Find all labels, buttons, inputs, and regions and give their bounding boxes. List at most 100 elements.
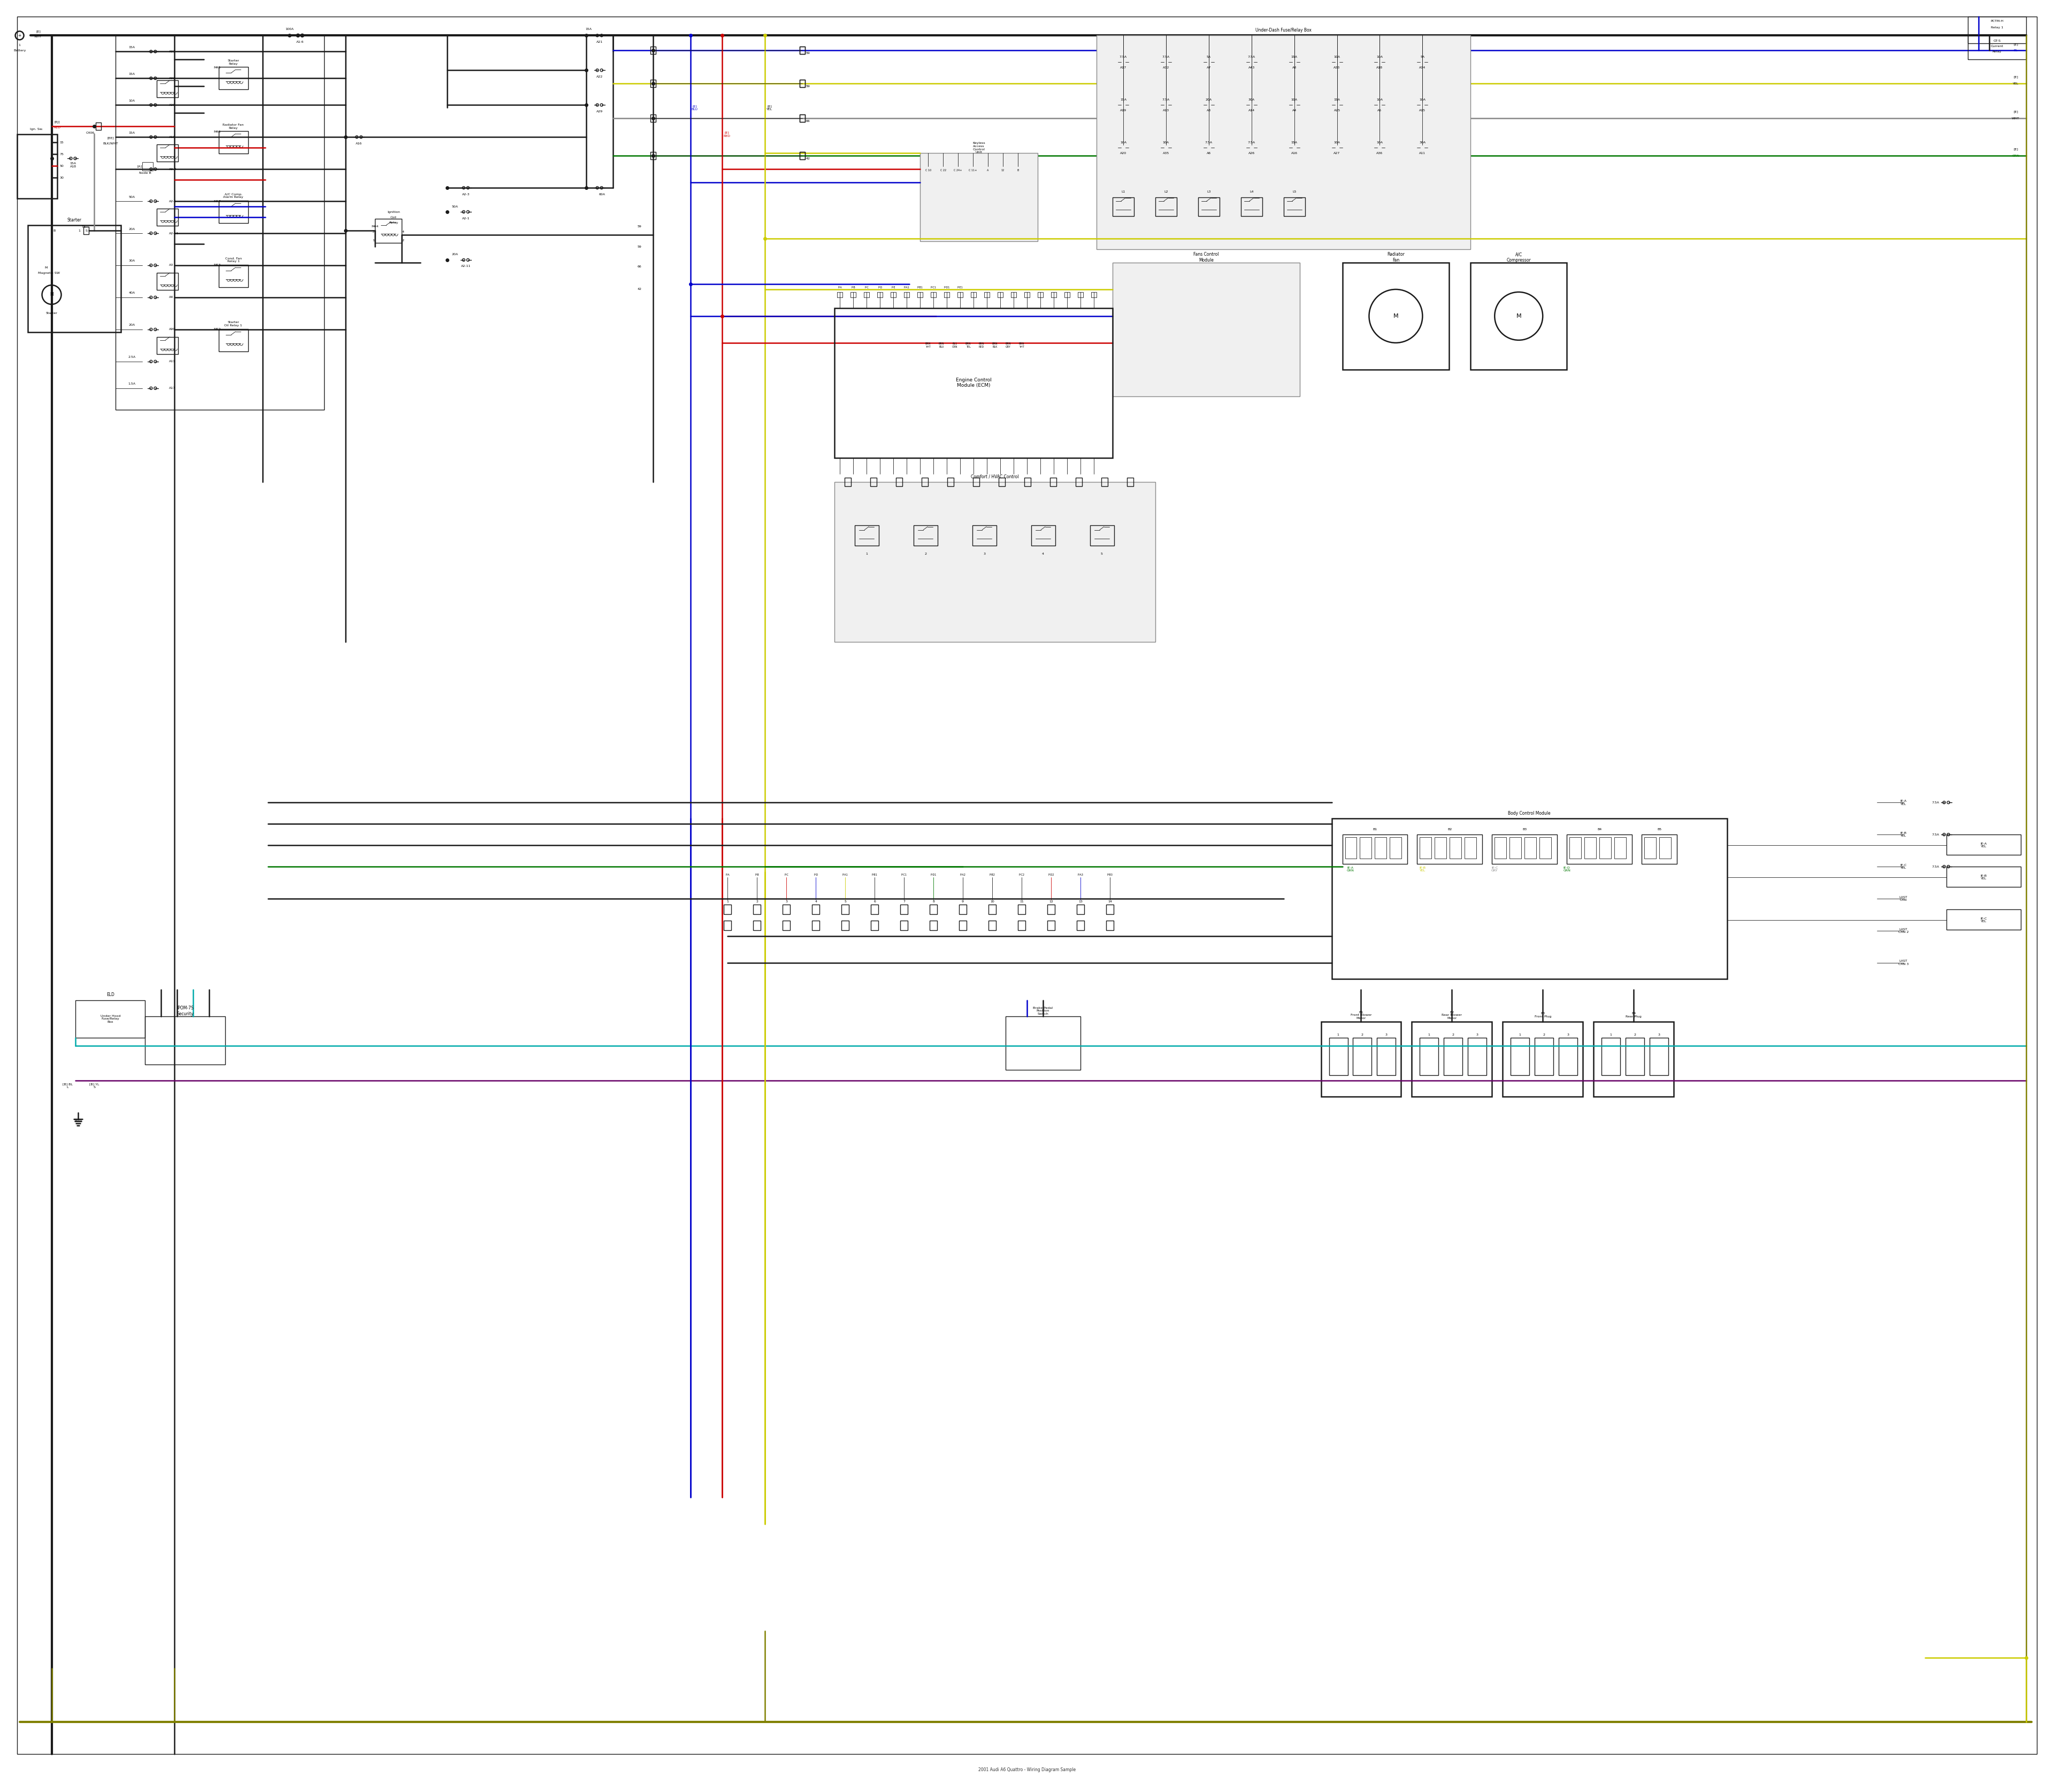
Text: [E]
BLU: [E] BLU bbox=[692, 104, 698, 111]
Bar bbox=[1107, 921, 1113, 930]
Text: LAST
CAN 2: LAST CAN 2 bbox=[1898, 928, 1908, 934]
Bar bbox=[974, 477, 980, 486]
Bar bbox=[16, 134, 58, 199]
Text: 60A: 60A bbox=[600, 194, 606, 195]
Text: A36: A36 bbox=[1376, 152, 1382, 154]
Text: B1: B1 bbox=[1372, 828, 1376, 830]
Bar bbox=[146, 1016, 226, 1064]
Text: LAST
CAN 3: LAST CAN 3 bbox=[1898, 961, 1908, 966]
Bar bbox=[854, 525, 879, 545]
Bar bbox=[1510, 1038, 1530, 1075]
Bar bbox=[220, 201, 249, 222]
Text: [E]: [E] bbox=[2013, 75, 2019, 79]
Text: Comfort / HVAC Control: Comfort / HVAC Control bbox=[972, 475, 1019, 478]
Text: M44: M44 bbox=[372, 226, 378, 228]
Bar bbox=[1614, 837, 1627, 858]
Bar bbox=[783, 905, 791, 914]
Text: 1: 1 bbox=[18, 43, 21, 47]
Text: P-B: P-B bbox=[756, 873, 760, 876]
Text: IE-B
YEL: IE-B YEL bbox=[1419, 866, 1425, 873]
Text: BRN
TEL: BRN TEL bbox=[965, 342, 972, 348]
Bar bbox=[871, 921, 879, 930]
Bar bbox=[871, 477, 877, 486]
Text: C 22: C 22 bbox=[941, 168, 947, 172]
Text: A15: A15 bbox=[1419, 109, 1425, 111]
Text: 14: 14 bbox=[1107, 901, 1111, 903]
Text: 15A: 15A bbox=[1119, 99, 1126, 100]
Text: M: M bbox=[49, 292, 53, 297]
Text: 42: 42 bbox=[805, 158, 809, 159]
Text: A/C Comp.
Alarm Relay: A/C Comp. Alarm Relay bbox=[224, 194, 244, 199]
Text: 2.5A: 2.5A bbox=[127, 357, 136, 358]
Text: 15A
A18: 15A A18 bbox=[70, 161, 76, 168]
Text: A34: A34 bbox=[1419, 66, 1425, 68]
Text: A25: A25 bbox=[1333, 109, 1339, 111]
Text: 15A: 15A bbox=[129, 73, 136, 75]
Text: LAST
CAN: LAST CAN bbox=[1900, 896, 1908, 901]
Text: B2: B2 bbox=[1448, 828, 1452, 830]
Text: L4: L4 bbox=[1249, 190, 1253, 194]
Bar bbox=[1048, 921, 1056, 930]
Bar bbox=[930, 292, 937, 297]
Text: 3: 3 bbox=[1384, 1034, 1386, 1036]
Text: Node B: Node B bbox=[140, 172, 152, 174]
Text: A2-1: A2-1 bbox=[462, 217, 470, 220]
Text: Under Hood
Fuse/Relay
Box: Under Hood Fuse/Relay Box bbox=[101, 1014, 121, 1023]
Bar bbox=[1331, 819, 1727, 978]
Text: 59: 59 bbox=[637, 226, 641, 228]
Bar bbox=[76, 1000, 146, 1038]
Bar bbox=[959, 921, 967, 930]
Bar bbox=[1391, 837, 1401, 858]
Text: A1-6: A1-6 bbox=[296, 41, 304, 43]
Text: A21: A21 bbox=[168, 50, 177, 52]
Text: Ignition: Ignition bbox=[388, 210, 401, 213]
Bar bbox=[1534, 1038, 1553, 1075]
Bar bbox=[842, 905, 848, 914]
Text: 30A: 30A bbox=[129, 260, 136, 262]
Text: 15A: 15A bbox=[1333, 99, 1339, 100]
Text: IE-B
YEL: IE-B YEL bbox=[1980, 874, 1986, 880]
Bar bbox=[900, 921, 908, 930]
Text: 2: 2 bbox=[1633, 1034, 1635, 1036]
Text: P-E1: P-E1 bbox=[957, 287, 963, 289]
Bar bbox=[945, 292, 949, 297]
Text: 10A: 10A bbox=[1292, 99, 1298, 100]
Text: P-B: P-B bbox=[850, 287, 854, 289]
Bar bbox=[988, 905, 996, 914]
Text: C406: C406 bbox=[86, 131, 94, 134]
Bar bbox=[1600, 837, 1610, 858]
Text: 1: 1 bbox=[1518, 1034, 1520, 1036]
Bar bbox=[959, 905, 967, 914]
Bar bbox=[799, 47, 805, 54]
Text: 5: 5 bbox=[844, 901, 846, 903]
Bar bbox=[1376, 1038, 1397, 1075]
Bar bbox=[156, 208, 179, 226]
Text: A26: A26 bbox=[1249, 152, 1255, 154]
Text: Engine Control
Module (ECM): Engine Control Module (ECM) bbox=[955, 378, 992, 389]
Text: Magnetic SW: Magnetic SW bbox=[39, 272, 60, 274]
Text: 15A: 15A bbox=[1292, 142, 1298, 143]
Text: 7.5A: 7.5A bbox=[1933, 833, 1939, 835]
Text: 7.5A: 7.5A bbox=[1163, 56, 1169, 57]
Text: 20A: 20A bbox=[129, 228, 136, 231]
Text: A19: A19 bbox=[1119, 109, 1126, 111]
Bar bbox=[799, 81, 805, 88]
Bar bbox=[1113, 263, 1300, 396]
Bar bbox=[842, 921, 848, 930]
Text: 40A: 40A bbox=[129, 292, 136, 294]
Bar bbox=[1343, 263, 1450, 369]
Text: 50A: 50A bbox=[129, 195, 136, 199]
Text: [E]
RED: [E] RED bbox=[723, 131, 729, 138]
Text: BRN
BLK: BRN BLK bbox=[992, 342, 998, 348]
Text: 20A: 20A bbox=[129, 324, 136, 326]
Text: A35: A35 bbox=[1163, 152, 1169, 154]
Bar bbox=[1559, 1038, 1577, 1075]
Text: BRN
GRY: BRN GRY bbox=[1006, 342, 1011, 348]
Bar bbox=[1091, 525, 1113, 545]
Bar bbox=[838, 292, 842, 297]
Text: Body Control Module: Body Control Module bbox=[1508, 810, 1551, 815]
Bar bbox=[900, 905, 908, 914]
Text: Starter: Starter bbox=[68, 217, 82, 222]
Text: ELD: ELD bbox=[107, 993, 115, 998]
Text: B1
Front Blower
Motor: B1 Front Blower Motor bbox=[1349, 1011, 1372, 1020]
